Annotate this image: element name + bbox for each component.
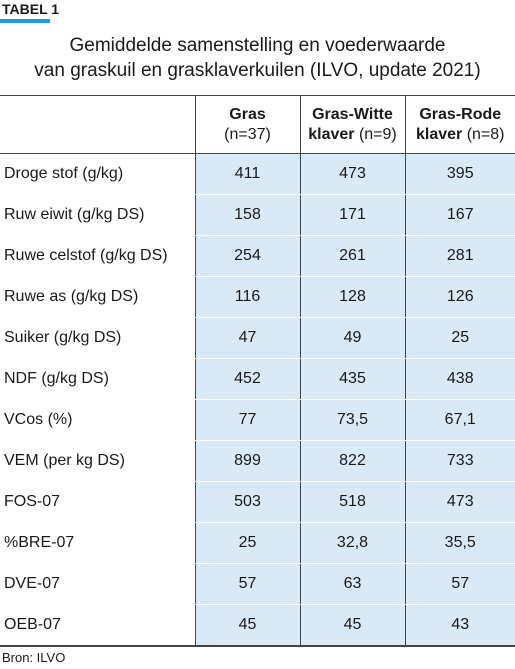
header-n: (n=9) bbox=[358, 125, 397, 143]
value-cell: 47 bbox=[194, 317, 300, 359]
value-cell: 822 bbox=[299, 440, 405, 482]
header-name: klaver bbox=[308, 125, 355, 143]
table-row: VCos (%) 77 73,5 67,1 bbox=[0, 399, 515, 441]
value-cell: 57 bbox=[404, 563, 515, 605]
value-cell: 73,5 bbox=[299, 399, 405, 441]
value-cell: 899 bbox=[194, 440, 300, 482]
value-cell: 35,5 bbox=[404, 522, 515, 564]
header-name: Gras bbox=[229, 105, 266, 123]
title: Gemiddelde samenstelling en voederwaarde… bbox=[0, 33, 515, 83]
value-cell: 25 bbox=[404, 317, 515, 359]
value-cell: 116 bbox=[194, 276, 300, 318]
value-cell: 435 bbox=[299, 358, 405, 400]
value-cell: 49 bbox=[299, 317, 405, 359]
value-cell: 158 bbox=[194, 194, 300, 236]
table-row: NDF (g/kg DS) 452 435 438 bbox=[0, 358, 515, 400]
row-label: Ruwe as (g/kg DS) bbox=[0, 276, 195, 318]
value-cell: 167 bbox=[404, 194, 515, 236]
value-cell: 126 bbox=[404, 276, 515, 318]
value-cell: 77 bbox=[194, 399, 300, 441]
value-cell: 128 bbox=[299, 276, 405, 318]
value-cell: 67,1 bbox=[404, 399, 515, 441]
value-cell: 261 bbox=[299, 235, 405, 277]
table-row: VEM (per kg DS) 899 822 733 bbox=[0, 440, 515, 482]
row-label: FOS-07 bbox=[0, 481, 195, 523]
value-cell: 254 bbox=[194, 235, 300, 277]
source: Bron: ILVO bbox=[2, 650, 66, 665]
table-row: %BRE-07 25 32,8 35,5 bbox=[0, 522, 515, 564]
table-row: Droge stof (g/kg) 411 473 395 bbox=[0, 153, 515, 195]
table-row: Ruwe celstof (g/kg DS) 254 261 281 bbox=[0, 235, 515, 277]
value-cell: 57 bbox=[194, 563, 300, 605]
table-row: DVE-07 57 63 57 bbox=[0, 563, 515, 605]
row-label: DVE-07 bbox=[0, 563, 195, 605]
value-cell: 438 bbox=[404, 358, 515, 400]
row-label: Ruw eiwit (g/kg DS) bbox=[0, 194, 195, 236]
value-cell: 503 bbox=[194, 481, 300, 523]
value-cell: 733 bbox=[404, 440, 515, 482]
column-header: Gras-Witte klaver (n=9) bbox=[299, 95, 405, 154]
table: Gras (n=37) Gras-Witte klaver (n=9) Gras-Rod… bbox=[0, 95, 515, 647]
title-line: van graskuil en grasklaverkuilen (ILVO, … bbox=[34, 60, 481, 81]
row-label: Suiker (g/kg DS) bbox=[0, 317, 195, 359]
table-row: Suiker (g/kg DS) 47 49 25 bbox=[0, 317, 515, 359]
value-cell: 32,8 bbox=[299, 522, 405, 564]
header-name: klaver bbox=[415, 125, 463, 143]
row-label: Ruwe celstof (g/kg DS) bbox=[0, 235, 195, 277]
column-header: Gras (n=37) bbox=[194, 95, 300, 154]
value-cell: 395 bbox=[404, 153, 515, 195]
table-row: FOS-07 503 518 473 bbox=[0, 481, 515, 523]
header-name: Gras-Rode bbox=[419, 105, 502, 123]
header-name: Gras-Witte bbox=[312, 105, 393, 123]
value-cell: 518 bbox=[299, 481, 405, 523]
value-cell: 411 bbox=[194, 153, 300, 195]
row-label: VCos (%) bbox=[0, 399, 195, 441]
value-cell: 45 bbox=[299, 604, 405, 647]
value-cell: 45 bbox=[194, 604, 300, 647]
row-label: OEB-07 bbox=[0, 604, 195, 647]
value-cell: 171 bbox=[299, 194, 405, 236]
row-label: VEM (per kg DS) bbox=[0, 440, 195, 482]
value-cell: 473 bbox=[299, 153, 405, 195]
title-line: Gemiddelde samenstelling en voederwaarde bbox=[69, 35, 446, 56]
table-row: OEB-07 45 45 43 bbox=[0, 604, 515, 647]
header-n: (n=37) bbox=[224, 125, 271, 143]
table-label: TABEL 1 bbox=[2, 1, 60, 17]
column-header: Gras-Rode klaver (n=8) bbox=[404, 95, 515, 154]
table-row: Ruwe as (g/kg DS) 116 128 126 bbox=[0, 276, 515, 318]
value-cell: 281 bbox=[404, 235, 515, 277]
label-bar bbox=[0, 19, 50, 23]
value-cell: 452 bbox=[194, 358, 300, 400]
row-label: %BRE-07 bbox=[0, 522, 195, 564]
row-label: Droge stof (g/kg) bbox=[0, 153, 195, 195]
table-row: Ruw eiwit (g/kg DS) 158 171 167 bbox=[0, 194, 515, 236]
header-empty bbox=[0, 95, 195, 154]
value-cell: 43 bbox=[404, 604, 515, 647]
header-n: (n=8) bbox=[466, 125, 505, 143]
value-cell: 473 bbox=[404, 481, 515, 523]
row-label: NDF (g/kg DS) bbox=[0, 358, 195, 400]
value-cell: 25 bbox=[194, 522, 300, 564]
value-cell: 63 bbox=[299, 563, 405, 605]
